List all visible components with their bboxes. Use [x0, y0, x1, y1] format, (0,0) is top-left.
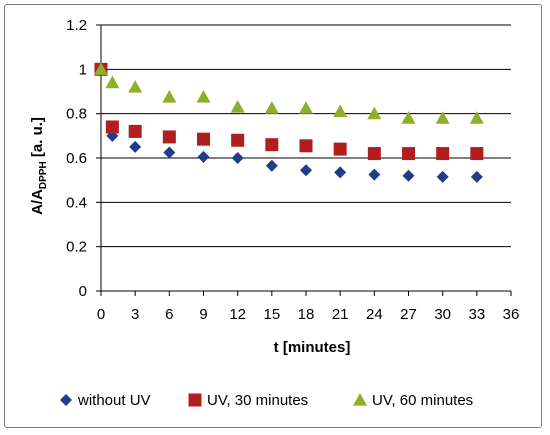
y-axis-title-unit: [a. u.]	[29, 117, 46, 161]
data-point-diamond	[197, 150, 210, 163]
x-tick-label: 33	[468, 306, 485, 323]
legend-label-uv-60: UV, 60 minutes	[372, 392, 473, 409]
data-point-triangle	[333, 104, 348, 118]
x-tick-label: 15	[263, 306, 280, 323]
data-point-diamond	[402, 169, 415, 182]
y-tick-label: 1.2	[66, 17, 87, 34]
x-tick-label: 24	[366, 306, 383, 323]
data-point-diamond	[436, 170, 449, 183]
x-tick-label: 30	[434, 306, 451, 323]
legend-item-without-uv: without UV	[60, 392, 151, 409]
data-point-triangle	[230, 100, 245, 113]
x-tick-label: 9	[199, 306, 207, 323]
legend-marker-diamond	[60, 394, 72, 406]
data-point-diamond	[129, 140, 142, 153]
data-point-triangle	[469, 111, 484, 124]
data-point-triangle	[401, 111, 416, 124]
data-point-diamond	[265, 159, 278, 172]
data-point-triangle	[105, 75, 120, 89]
data-point-triangle	[299, 101, 313, 114]
x-tick-label: 12	[229, 306, 246, 323]
data-point-diamond	[300, 164, 312, 177]
data-point-square	[402, 147, 415, 161]
data-point-square	[265, 138, 279, 152]
y-tick-label: 0.4	[66, 194, 87, 211]
data-point-square	[367, 147, 381, 161]
x-axis-title: t [minutes]	[274, 339, 351, 356]
x-tick-label: 18	[298, 306, 315, 323]
y-axis-title: A/ADPPH [a. u.]	[29, 117, 49, 215]
y-tick-label: 0.8	[66, 106, 87, 123]
legend-item-uv-30: UV, 30 minutes	[188, 392, 308, 409]
data-point-triangle	[128, 80, 143, 93]
data-point-square	[299, 139, 313, 153]
data-point-diamond	[470, 170, 483, 183]
data-point-triangle	[367, 106, 382, 120]
data-point-square	[128, 124, 142, 138]
data-point-diamond	[368, 168, 381, 181]
x-tick-label: 6	[165, 306, 173, 323]
legend-label-uv-30: UV, 30 minutes	[207, 392, 308, 409]
data-point-diamond	[231, 152, 244, 164]
x-tick-label: 27	[400, 306, 417, 323]
data-point-square	[231, 133, 245, 147]
data-point-square	[333, 142, 347, 156]
legend-marker-triangle	[353, 393, 367, 406]
gridlines	[101, 24, 511, 248]
x-tick-label: 36	[503, 306, 520, 323]
y-tick-label: 0.6	[66, 150, 87, 167]
data-point-diamond	[334, 166, 347, 179]
y-tick-label: 0.2	[66, 239, 87, 256]
legend: without UV UV, 30 minutes UV, 60 minutes	[60, 392, 473, 409]
x-tick-labels: 0 3 6 9 12 15 18 21 24 27 30 33 36	[97, 291, 520, 323]
x-tick-label: 0	[97, 306, 105, 323]
y-axis-title-subscript: DPPH	[38, 161, 49, 189]
y-tick-label: 0	[79, 283, 87, 300]
data-point-square	[162, 130, 176, 144]
legend-marker-square	[188, 393, 202, 407]
chart-frame	[4, 4, 542, 428]
data-point-triangle	[264, 101, 279, 114]
data-point-square	[105, 120, 119, 134]
y-tick-label: 1	[79, 61, 87, 78]
legend-label-without-uv: without UV	[77, 392, 151, 409]
x-tick-label: 3	[131, 306, 139, 323]
y-axis-title-main: A/A	[29, 189, 46, 215]
data-point-square	[470, 147, 484, 161]
data-point-triangle	[435, 111, 450, 124]
data-points	[94, 62, 484, 183]
legend-item-uv-60: UV, 60 minutes	[353, 392, 473, 409]
data-point-triangle	[196, 90, 211, 103]
data-point-diamond	[163, 146, 176, 159]
data-point-square	[197, 132, 210, 146]
x-tick-label: 21	[332, 306, 349, 323]
y-tick-labels: 0 0.2 0.4 0.6 0.8 1 1.2	[66, 17, 101, 300]
data-point-triangle	[162, 90, 177, 103]
data-point-square	[436, 147, 450, 161]
data-point-triangle	[94, 62, 108, 75]
